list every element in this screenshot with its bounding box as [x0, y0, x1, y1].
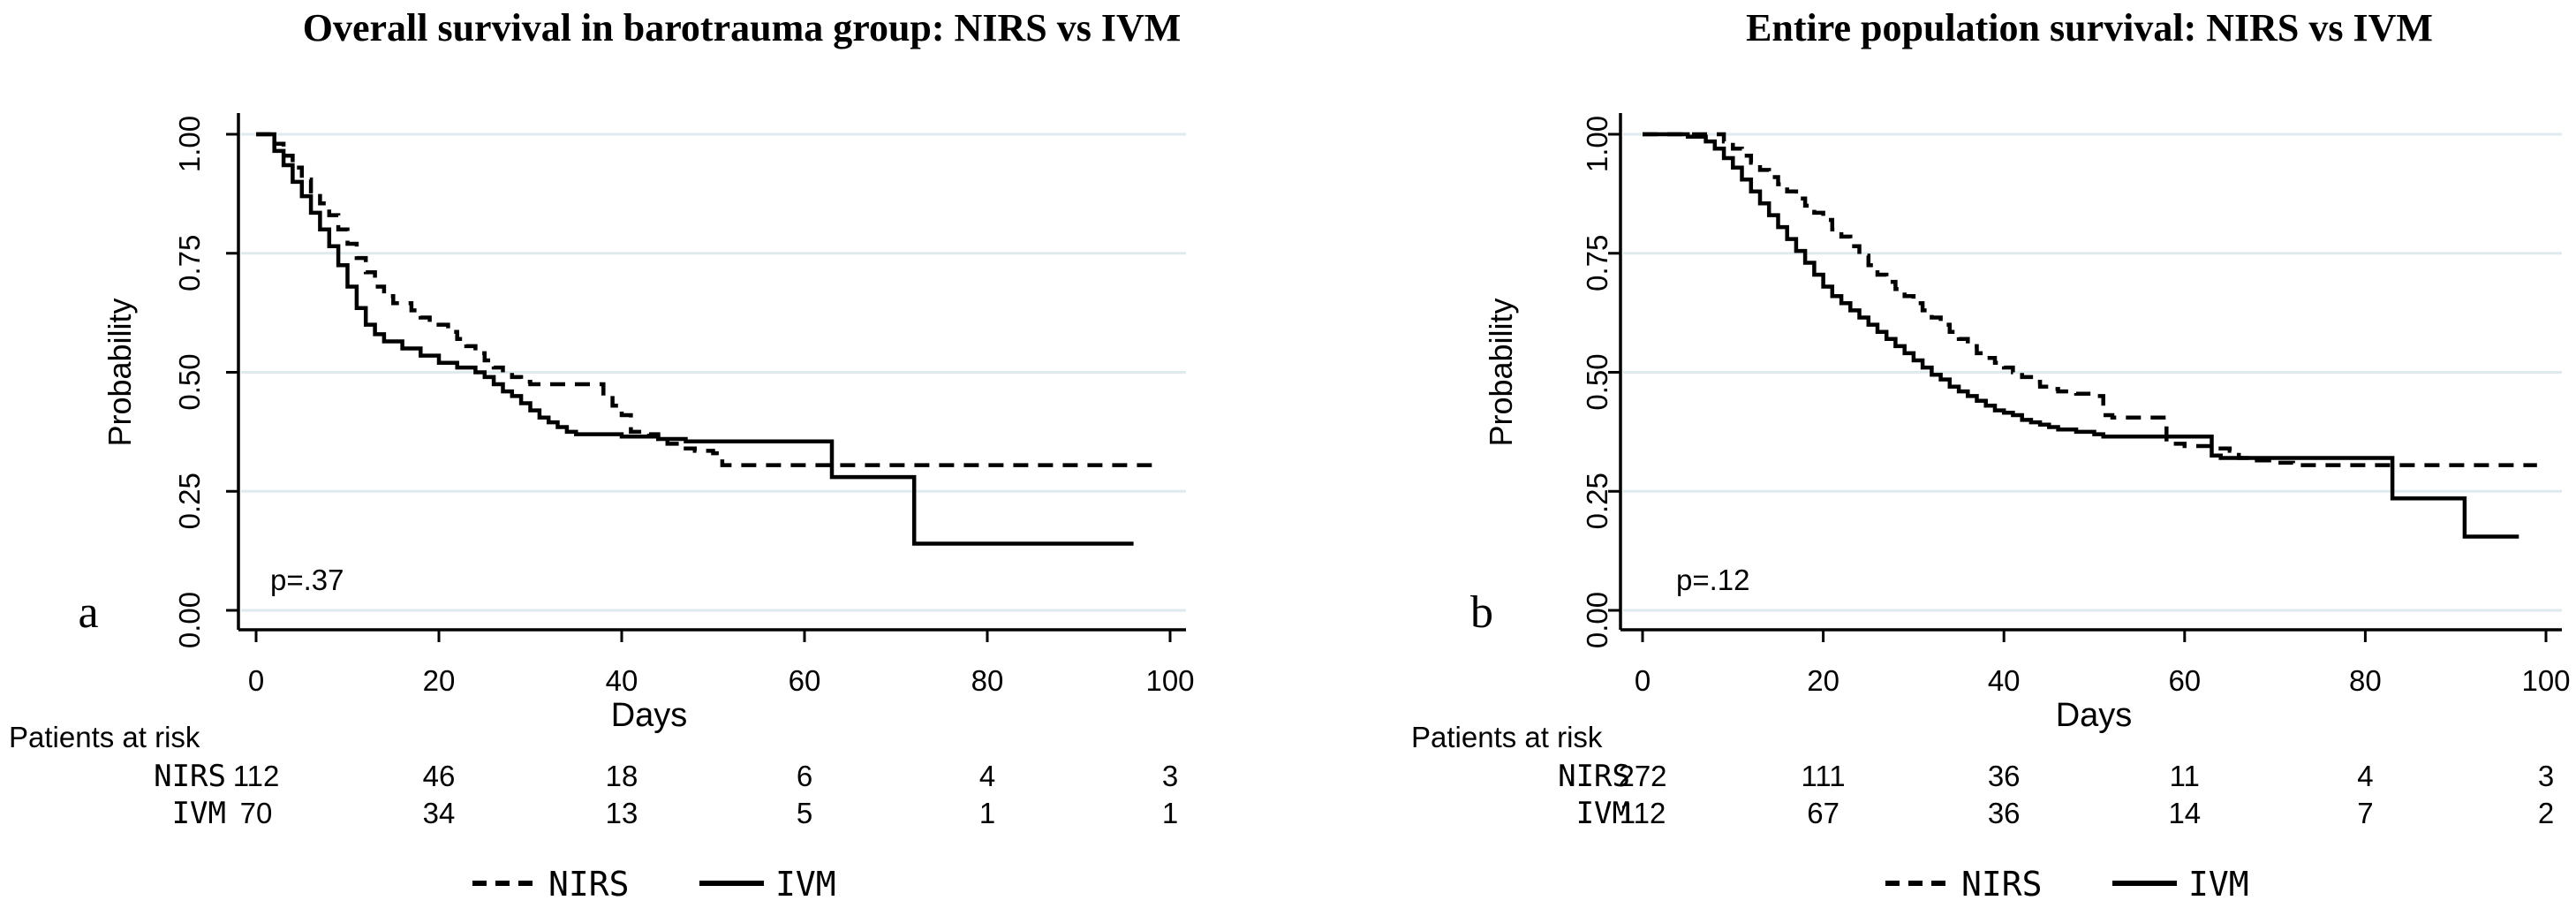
- at-risk-count: 36: [1988, 797, 2021, 829]
- x-tick-label: 20: [1807, 664, 1839, 697]
- y-tick-label: 0.50: [1581, 353, 1613, 410]
- x-tick-label: 80: [2349, 664, 2382, 697]
- at-risk-count: 112: [1620, 797, 1666, 829]
- at-risk-count: 70: [240, 797, 273, 829]
- at-risk-count: 3: [2538, 760, 2554, 792]
- at-risk-header: Patients at risk: [1411, 721, 1603, 753]
- y-tick-label: 0.00: [1581, 592, 1613, 648]
- y-tick-label: 1.00: [173, 116, 206, 172]
- x-axis-title: Days: [2056, 697, 2133, 734]
- x-tick-label: 40: [606, 664, 638, 697]
- panel-title: Overall survival in barotrauma group: NI…: [303, 6, 1182, 49]
- panel-b: 0.00 0.25 0.50 0.75 1.00 0 20 40 60 80 100 Days Prob…: [1411, 6, 2571, 904]
- x-tick-label: 60: [789, 664, 821, 697]
- at-risk-count: 272: [1618, 760, 1666, 792]
- at-risk-count: 4: [2357, 760, 2373, 792]
- at-risk-count: 4: [979, 760, 995, 792]
- p-value-annotation: p=.12: [1676, 564, 1750, 596]
- y-axis-title: Probability: [1483, 298, 1519, 446]
- y-tick-label: 0.75: [173, 235, 206, 291]
- y-tick-label: 0.25: [173, 473, 206, 529]
- x-tick-label: 100: [1145, 664, 1194, 697]
- at-risk-count: 3: [1162, 760, 1178, 792]
- at-risk-count: 2: [2538, 797, 2554, 829]
- y-axis-title: Probability: [102, 298, 138, 446]
- x-tick-label: 40: [1988, 664, 2021, 697]
- km-curve-ivm-solid: [1643, 132, 2519, 539]
- at-risk-count: 13: [606, 797, 638, 829]
- at-risk-row-label-nirs: NIRS: [154, 759, 226, 794]
- at-risk-count: 36: [1988, 760, 2021, 792]
- at-risk-count: 7: [2357, 797, 2373, 829]
- at-risk-count: 46: [423, 760, 456, 792]
- legend-label-nirs: NIRS: [548, 865, 630, 904]
- x-tick-label: 60: [2168, 664, 2201, 697]
- at-risk-count: 1: [979, 797, 995, 829]
- at-risk-row-label-ivm: IVM: [172, 796, 226, 831]
- at-risk-count: 112: [233, 760, 280, 792]
- at-risk-row-label-ivm: IVM: [1576, 796, 1630, 831]
- x-tick-label: 0: [1635, 664, 1651, 697]
- legend-label-ivm: IVM: [2188, 865, 2249, 904]
- legend-label-ivm: IVM: [775, 865, 836, 904]
- at-risk-count: 111: [1802, 760, 1846, 792]
- km-curve-ivm-solid: [256, 132, 1134, 546]
- at-risk-count: 67: [1807, 797, 1839, 829]
- y-tick-label: 1.00: [1581, 116, 1613, 172]
- at-risk-count: 1: [1162, 797, 1178, 829]
- at-risk-count: 34: [423, 797, 456, 829]
- p-value-annotation: p=.37: [270, 564, 344, 596]
- panel-letter: a: [78, 587, 98, 638]
- at-risk-count: 6: [797, 760, 812, 792]
- at-risk-count: 14: [2168, 797, 2201, 829]
- at-risk-count: 5: [797, 797, 812, 829]
- panel-title: Entire population survival: NIRS vs IVM: [1746, 6, 2433, 49]
- at-risk-header: Patients at risk: [9, 721, 200, 753]
- x-tick-label: 100: [2521, 664, 2570, 697]
- y-tick-label: 0.25: [1581, 473, 1613, 529]
- legend-label-nirs: NIRS: [1961, 865, 2043, 904]
- at-risk-count: 18: [606, 760, 638, 792]
- panel-a: 0.00 0.25 0.50 0.75 1.00 0 20 40 60 80 100 Days Prob…: [9, 6, 1195, 904]
- km-curve-nirs-dashed: [256, 132, 1152, 467]
- km-curve-nirs-dashed: [1643, 132, 2537, 467]
- x-tick-label: 20: [423, 664, 456, 697]
- at-risk-row-label-nirs: NIRS: [1558, 759, 1630, 794]
- y-tick-label: 0.50: [173, 353, 206, 410]
- x-tick-label: 0: [248, 664, 264, 697]
- y-tick-label: 0.75: [1581, 235, 1613, 291]
- x-tick-label: 80: [971, 664, 1004, 697]
- y-tick-label: 0.00: [173, 592, 206, 648]
- x-axis-title: Days: [611, 697, 688, 734]
- at-risk-count: 11: [2170, 760, 2200, 792]
- panel-letter: b: [1470, 587, 1493, 638]
